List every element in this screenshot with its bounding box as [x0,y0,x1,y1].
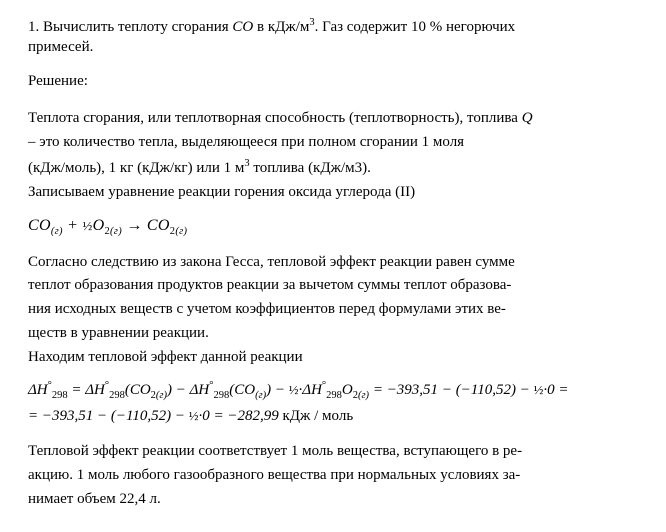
intro-line3a: (кДж/моль), 1 кг (кДж/кг) или 1 м [28,160,244,176]
eq2-298b: 298 [109,390,125,401]
eq2-g2: (г) [255,390,266,401]
eq2-g3: (г) [358,390,369,401]
hess-line3: ния исходных веществ с учетом коэффициен… [28,300,638,320]
eq1-g2: (г) [110,226,122,237]
co-symbol: CO [232,19,253,35]
combustion-equation: CO(г) + ½O2(г) → CO2(г) [28,215,638,239]
eq2-minus4: − [516,382,534,398]
eq2-half3: ½ [189,408,199,423]
eq2-298c: 298 [213,390,229,401]
eq2-g1: (г) [156,390,167,401]
eq2-co: CO [234,382,255,398]
problem-text-b: в кДж/м [253,19,309,35]
eq2-minus5: − [93,408,111,424]
tail-line2: акцию. 1 моль любого газообразного вещес… [28,466,638,486]
eq2-eq2: = [369,382,387,398]
hess-line5: Находим тепловой эффект данной реакции [28,348,638,368]
eq2-dh2: ΔH [85,382,105,398]
intro-line4: Записываем уравнение реакции горения окс… [28,183,638,203]
eq2-eq5: = [210,408,228,424]
eq2-val1b: −393,51 [42,408,93,424]
eq2-eq3: = [555,382,569,398]
tail-line3: нимает объем 22,4 л. [28,490,638,510]
eq2-eq4: = [28,408,42,424]
eq2-298a: 298 [52,390,68,401]
eq2-minus1: − [172,382,190,398]
eq2-half2: ½ [534,382,544,397]
eq1-co: CO [28,217,51,234]
intro-line2: – это количество тепла, выделяющееся при… [28,133,638,153]
eq2-dh3: ΔH [190,382,210,398]
eq1-plus: + [63,217,83,234]
eq2-298d: 298 [326,390,342,401]
hess-line1: Согласно следствию из закона Гесса, тепл… [28,253,638,273]
problem-text-d: примесей. [28,39,93,55]
eq2-result: −282,99 [227,408,278,424]
eq2-val1: −393,51 [387,382,438,398]
enthalpy-equation: ΔH°298 = ΔH°298(CO2(г)) − ΔH°298(CO(г)) … [28,378,638,429]
eq2-minus2: − [271,382,289,398]
intro-line1a: Теплота сгорания, или теплотворная спосо… [28,110,522,126]
problem-text-a: Вычислить теплоту сгорания [43,19,232,35]
eq2-eq1: = [68,382,86,398]
q-symbol: Q [522,110,533,126]
eq2-half1: ½ [289,382,299,397]
hess-line2: теплот образования продуктов реакции за … [28,276,638,296]
intro-line3: (кДж/моль), 1 кг (кДж/кг) или 1 м3 топли… [28,157,638,179]
eq2-zero2: 0 [202,408,210,424]
eq1-g3: (г) [175,226,187,237]
eq2-val2: (−110,52) [456,382,516,398]
eq2-dh1: ΔH [28,382,48,398]
eq1-o: O [93,217,105,234]
intro-line3b: топлива (кДж/м3). [250,160,371,176]
problem-text-c: . Газ содержит 10 % негорючих [315,19,516,35]
eq2-minus3: − [438,382,456,398]
eq1-g1: (г) [51,226,63,237]
hess-line4: ществ в уравнении реакции. [28,324,638,344]
problem-number: 1. [28,19,39,35]
eq2-val2b: (−110,52) [111,408,171,424]
eq2-co2a: CO [130,382,151,398]
eq1-co2: CO [147,217,170,234]
eq1-arrow: → [122,217,147,234]
eq2-dh4: ΔH [302,382,322,398]
solution-label: Решение: [28,72,638,92]
eq2-o2: O [342,382,353,398]
eq1-half: ½ [83,218,93,233]
tail-line1: Тепловой эффект реакции соответствует 1 … [28,442,638,462]
eq2-zero1: 0 [547,382,555,398]
eq2-minus6: − [171,408,189,424]
problem-statement: 1. Вычислить теплоту сгорания CO в кДж/м… [28,16,638,58]
eq2-unit: кДж / моль [279,408,353,424]
intro-line1: Теплота сгорания, или теплотворная спосо… [28,109,638,129]
